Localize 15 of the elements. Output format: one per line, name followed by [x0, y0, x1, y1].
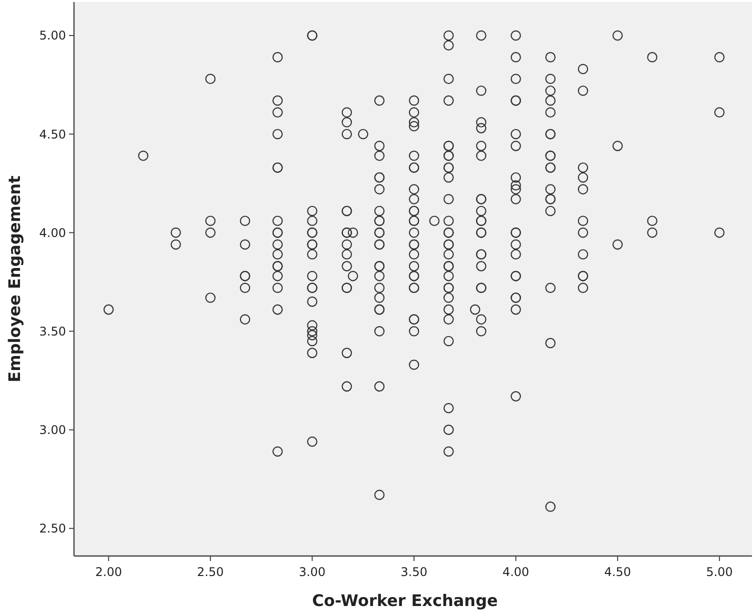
y-axis-title: Employee Engagement [5, 175, 24, 382]
y-tick-label: 5.00 [39, 28, 66, 43]
x-tick-label: 4.50 [604, 565, 631, 579]
x-tick-label: 3.50 [400, 565, 428, 579]
y-tick-label: 3.00 [39, 423, 66, 438]
x-tick-label: 4.00 [502, 565, 530, 579]
x-tick-label: 2.50 [197, 565, 224, 579]
y-tick-label: 3.50 [39, 324, 66, 338]
x-tick-label: 2.00 [95, 565, 122, 579]
y-tick-label: 4.50 [39, 127, 66, 142]
x-tick-label: 3.00 [298, 565, 326, 579]
y-tick-label: 4.00 [39, 226, 66, 240]
y-tick-label: 2.50 [39, 522, 66, 536]
x-axis-title: Co-Worker Exchange [312, 591, 498, 610]
x-tick-label: 5.00 [706, 565, 733, 579]
